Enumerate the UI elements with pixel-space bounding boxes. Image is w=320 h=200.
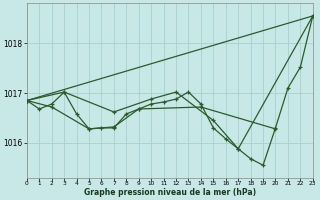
X-axis label: Graphe pression niveau de la mer (hPa): Graphe pression niveau de la mer (hPa) bbox=[84, 188, 256, 197]
